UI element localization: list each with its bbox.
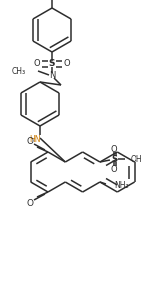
Text: N: N	[49, 72, 55, 80]
Text: O: O	[64, 60, 70, 68]
Text: OH: OH	[131, 154, 143, 164]
Text: O: O	[34, 60, 40, 68]
Text: HN: HN	[29, 135, 41, 145]
Text: CH₃: CH₃	[12, 66, 26, 76]
Text: O: O	[27, 137, 33, 145]
Text: NH₂: NH₂	[114, 181, 129, 191]
Text: S: S	[49, 60, 55, 68]
Text: S: S	[111, 154, 117, 164]
Text: O: O	[27, 199, 33, 208]
Text: O: O	[111, 145, 117, 153]
Text: O: O	[111, 164, 117, 174]
